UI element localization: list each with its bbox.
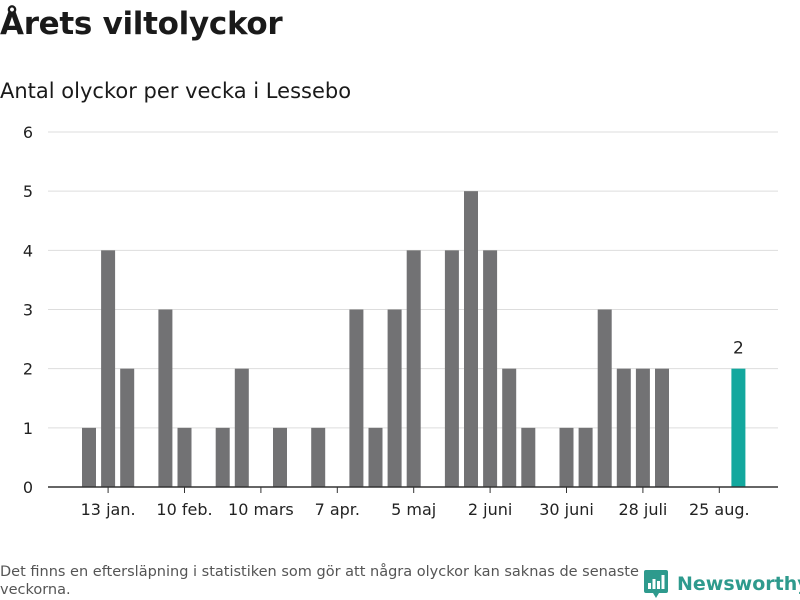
- y-tick-label: 5: [23, 182, 33, 201]
- x-tick-label: 2 juni: [468, 500, 512, 519]
- bar: [215, 427, 230, 487]
- bar: [158, 309, 173, 487]
- bar: [120, 368, 135, 487]
- highlight-bar: [731, 368, 746, 487]
- x-axis: [48, 486, 778, 493]
- bar: [521, 427, 536, 487]
- bar: [311, 427, 326, 487]
- brand-name: Newsworthy: [677, 573, 800, 595]
- bar: [368, 427, 383, 487]
- bar: [177, 427, 192, 487]
- y-tick-label: 0: [23, 478, 33, 497]
- bar: [635, 368, 650, 487]
- footnote: Det finns en eftersläpning i statistiken…: [0, 564, 639, 598]
- y-tick-label: 6: [23, 123, 33, 142]
- bar: [616, 368, 631, 487]
- data-label: 2: [733, 339, 744, 359]
- bar: [559, 427, 574, 487]
- y-tick-label: 3: [23, 301, 33, 320]
- x-tick-label: 10 mars: [228, 500, 294, 519]
- tick-labels: 0 1 2 3 4 5 6 2 13 jan. 10 feb. 10 mars 7 apr. 5 maj…: [23, 123, 750, 519]
- bars: [82, 191, 746, 487]
- y-tick-label: 1: [23, 419, 33, 438]
- x-tick-label: 13 jan.: [81, 500, 136, 519]
- bar: [234, 368, 249, 487]
- x-tick-label: 5 maj: [391, 500, 436, 519]
- x-tick-label: 30 juni: [539, 500, 594, 519]
- bar: [464, 191, 478, 487]
- x-tick-label: 10 feb.: [156, 500, 212, 519]
- bar-chart-icon: [644, 570, 668, 598]
- bar: [273, 427, 287, 487]
- chart-subtitle: Antal olyckor per vecka i Lessebo: [0, 79, 352, 103]
- y-tick-label: 2: [23, 360, 33, 379]
- y-tick-label: 4: [23, 241, 33, 260]
- chart-title: Årets viltolyckor: [0, 6, 283, 42]
- x-tick-label: 7 apr.: [315, 500, 360, 519]
- bar: [82, 427, 96, 487]
- bar: [406, 250, 421, 487]
- bar: [502, 368, 517, 487]
- newsworthy-logo[interactable]: Newsworthy: [643, 568, 800, 600]
- bar: [655, 368, 669, 487]
- bar: [483, 250, 498, 487]
- bar: [101, 250, 116, 487]
- bar: [387, 309, 402, 487]
- bar: [349, 309, 364, 487]
- bar: [597, 309, 612, 487]
- bar: [444, 250, 459, 487]
- x-tick-label: 28 juli: [618, 500, 667, 519]
- bar: [578, 427, 593, 487]
- x-tick-label: 25 aug.: [689, 500, 750, 519]
